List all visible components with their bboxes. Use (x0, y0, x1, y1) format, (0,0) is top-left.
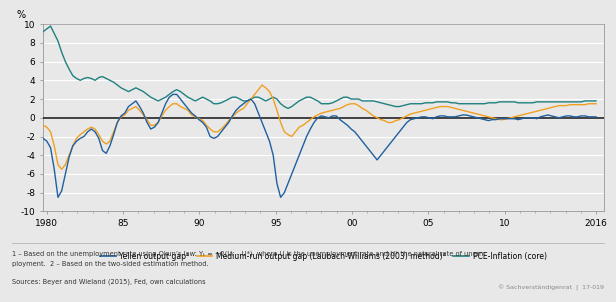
Y-axis label: %: % (16, 10, 25, 21)
Text: ployment.  2 – Based on the two-sided estimation method.: ployment. 2 – Based on the two-sided est… (12, 261, 209, 267)
Text: © Sachverständigenrat  |  17-019: © Sachverständigenrat | 17-019 (498, 285, 604, 291)
Text: Sources: Beyer and Wieland (2015), Fed, own calculations: Sources: Beyer and Wieland (2015), Fed, … (12, 279, 206, 285)
Text: 1 – Based on the unemployment rate using Okun’s law: Yₜ = −2(Uₜ – U*), where U i: 1 – Based on the unemployment rate using… (12, 250, 486, 257)
Legend: Yellen output gap¹, Medium-run output gap (Laubach-Williams (2003) method)², PCE: Yellen output gap¹, Medium-run output ga… (97, 249, 549, 264)
